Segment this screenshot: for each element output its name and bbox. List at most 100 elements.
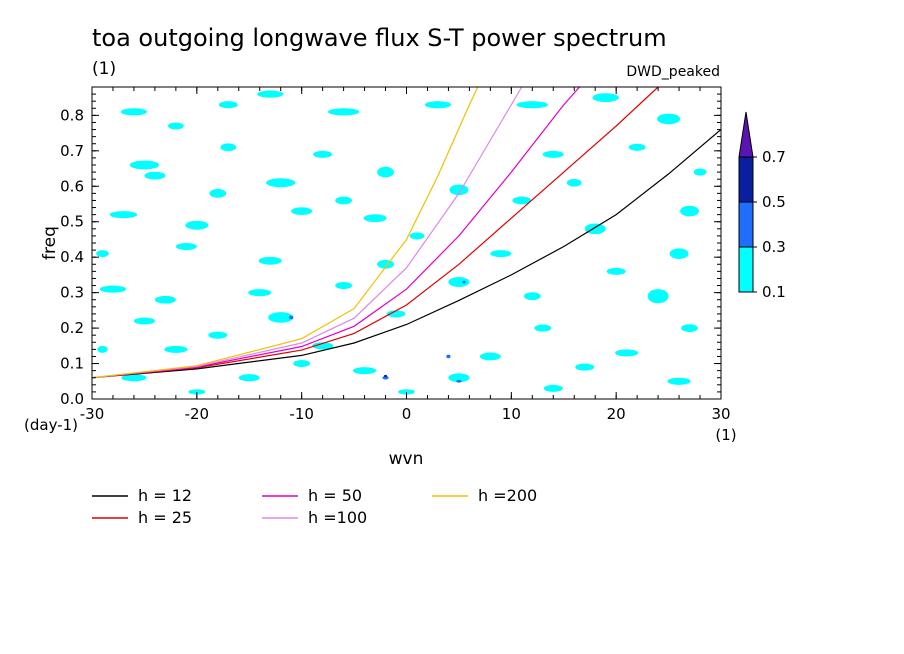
colorbar-extension xyxy=(738,111,754,158)
contour-patch xyxy=(257,90,284,98)
x-tick-label: 0 xyxy=(402,405,412,423)
y-unit-label: (day-1) xyxy=(24,416,78,434)
curve-h12 xyxy=(92,129,721,379)
contour-patch xyxy=(566,178,582,187)
contour-patch xyxy=(120,108,148,116)
contour-patch xyxy=(456,379,462,383)
contour-patch xyxy=(129,160,160,170)
contour-patch xyxy=(164,345,188,353)
plot-area: -30 -20 -10 0 10 20 30 0.0 0.1 0.2 0.3 0.4 0.5 0.6 0.7… xyxy=(60,86,731,423)
contour-patch xyxy=(398,389,415,395)
contour-patch xyxy=(335,196,352,205)
contour-patch xyxy=(647,289,669,304)
contour-patch xyxy=(543,384,563,392)
colorbar-label: 0.5 xyxy=(762,193,786,211)
contour-patch xyxy=(353,367,377,375)
chart-title: toa outgoing longwave flux S-T power spe… xyxy=(92,24,667,52)
contour-patch xyxy=(448,373,470,383)
contour-patch xyxy=(208,331,228,339)
contour-patch xyxy=(680,205,699,217)
contour-patch xyxy=(628,143,646,151)
dispersion-curves xyxy=(92,87,721,379)
contour-patch xyxy=(289,315,294,320)
contour-patch xyxy=(667,377,691,385)
curve-h50 xyxy=(92,87,580,379)
colorbar: 0.1 0.3 0.5 0.7 xyxy=(738,111,786,301)
contour-patch xyxy=(516,101,549,109)
contour-patch xyxy=(121,374,147,382)
contour-patch xyxy=(462,280,466,284)
y-tick-label: 0.5 xyxy=(60,213,84,231)
contour-patch xyxy=(424,101,452,109)
contour-patch xyxy=(377,166,394,178)
contour-patch xyxy=(575,363,595,371)
legend-label: h =200 xyxy=(478,486,537,505)
y-tick-label: 0.3 xyxy=(60,284,84,302)
contour-patch xyxy=(448,277,470,287)
contour-patch xyxy=(446,354,451,359)
colorbar-box xyxy=(738,246,754,293)
contour-patch xyxy=(168,122,184,130)
contour-patch xyxy=(96,250,109,258)
contour-patch xyxy=(409,232,425,240)
y-tick-label: 0.2 xyxy=(60,319,84,337)
contour-patch xyxy=(449,184,469,196)
contour-patch xyxy=(266,178,296,188)
x-tick-label: -10 xyxy=(289,405,314,423)
contour-patch xyxy=(99,285,127,293)
x-axis-label: wvn xyxy=(389,449,424,469)
contour-patch xyxy=(209,188,227,198)
legend-label: h = 50 xyxy=(308,486,362,505)
legend: h = 12 h = 25 h = 50 h =100 h =200 xyxy=(92,486,537,527)
contour-patch xyxy=(382,375,389,380)
y-tick-label: 0.8 xyxy=(60,106,84,124)
contour-patch xyxy=(669,248,689,259)
curve-h200 xyxy=(92,87,479,379)
colorbar-label: 0.7 xyxy=(762,148,786,166)
legend-label: h = 25 xyxy=(138,508,192,527)
x-tick-label: -20 xyxy=(185,405,210,423)
contour-patch xyxy=(220,143,237,152)
colorbar-box xyxy=(738,156,754,203)
contour-patch xyxy=(312,342,334,350)
contour-patch xyxy=(248,289,272,297)
source-label: DWD_peaked xyxy=(626,64,720,80)
contour-patch xyxy=(238,374,260,382)
y-tick-label: 0.7 xyxy=(60,142,84,160)
contour-patch xyxy=(584,223,606,235)
contour-patch xyxy=(218,101,238,109)
contour-patch xyxy=(386,310,406,318)
contour-patch xyxy=(154,295,176,304)
contour-patch xyxy=(693,168,707,176)
x-tick-label: 30 xyxy=(711,405,730,423)
contour-patch xyxy=(523,292,541,301)
x-tick-label: 10 xyxy=(502,405,521,423)
contour-patch xyxy=(133,317,155,325)
contour-patch xyxy=(268,312,294,323)
contour-patch xyxy=(313,150,333,158)
y-tick-label: 0.1 xyxy=(60,355,84,373)
colorbar-label: 0.3 xyxy=(762,238,786,256)
contour-patch xyxy=(175,243,197,251)
curve-h100 xyxy=(92,87,523,379)
x-tick-label: 20 xyxy=(607,405,626,423)
colorbar-box xyxy=(738,201,754,248)
contour-patch xyxy=(490,250,512,258)
contour-patch xyxy=(657,113,681,125)
contour-patch xyxy=(144,171,166,180)
y-tick-label: 0.4 xyxy=(60,248,84,266)
curve-h25 xyxy=(92,87,659,379)
contour-patch xyxy=(479,352,501,361)
contour-patch xyxy=(542,150,564,158)
y-tick-label: 0.6 xyxy=(60,177,84,195)
contour-patch xyxy=(534,324,552,332)
contour-patch xyxy=(109,211,138,219)
contour-patch xyxy=(291,207,313,215)
contour-patch xyxy=(335,282,352,290)
contour-patch xyxy=(97,345,108,353)
contour-patch xyxy=(512,196,532,205)
colorbar-label: 0.1 xyxy=(762,283,786,301)
contour-patch xyxy=(188,389,206,395)
contour-patch xyxy=(293,360,311,368)
